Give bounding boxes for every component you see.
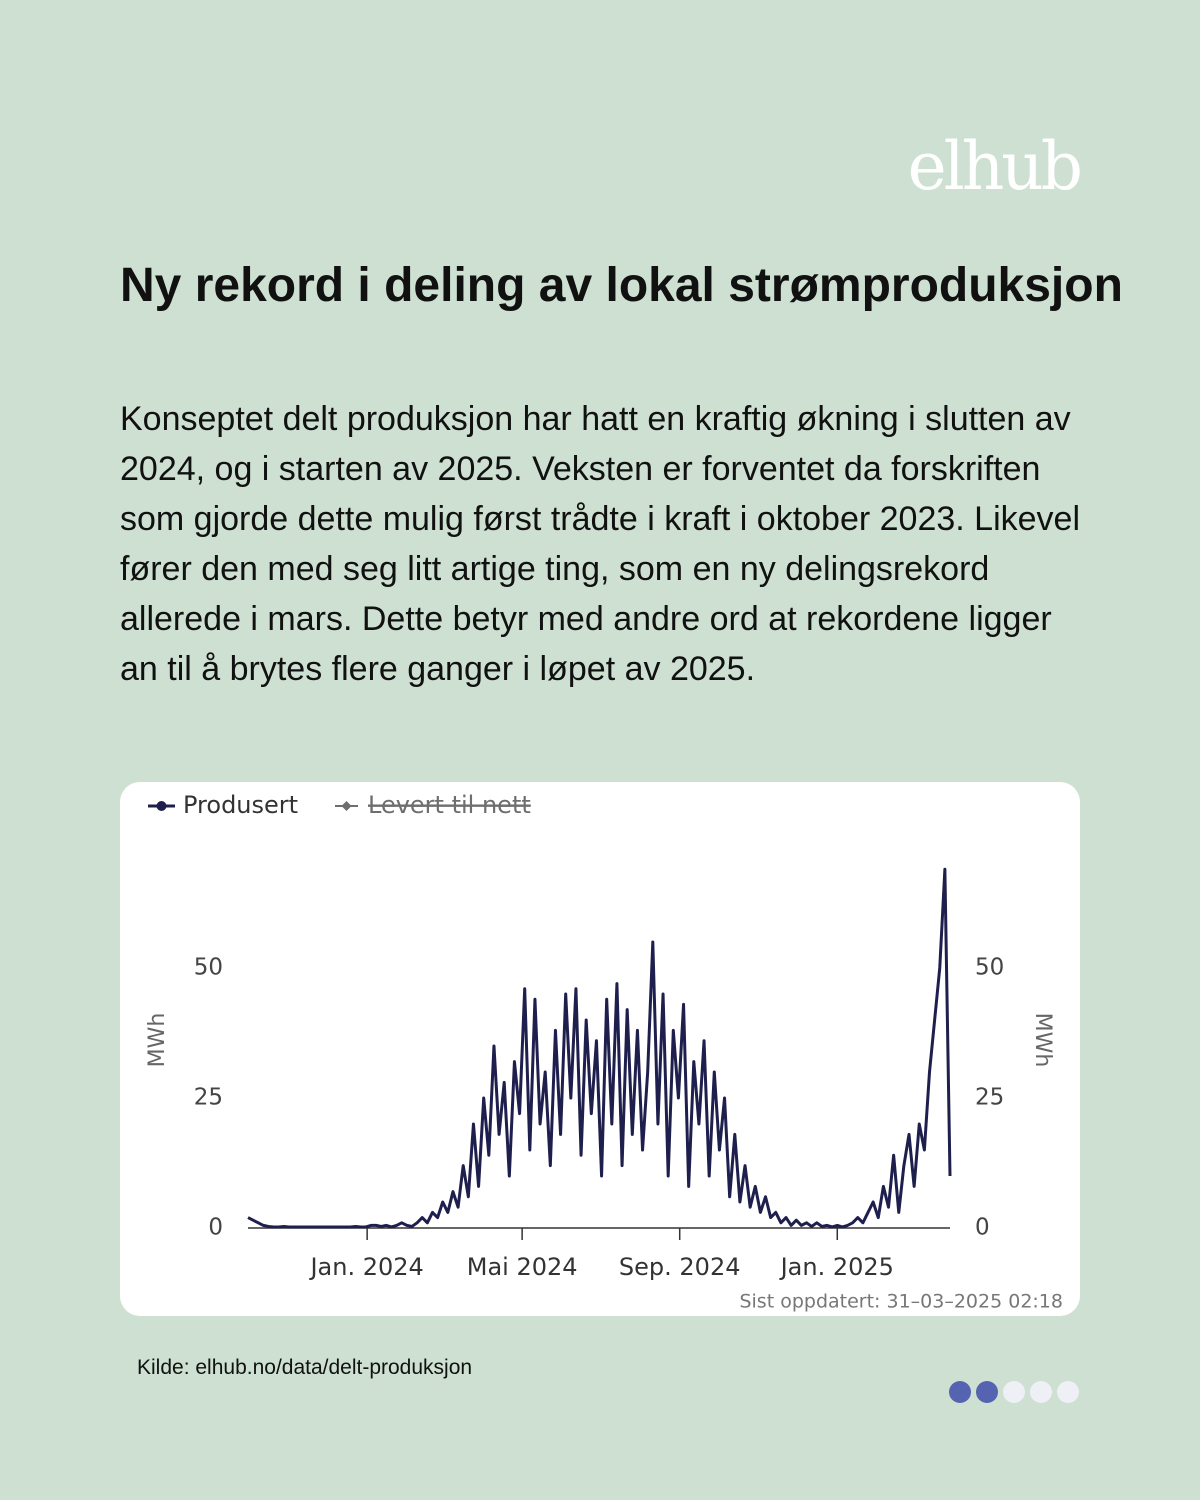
- y-axis-label: MWh: [145, 1013, 170, 1068]
- page-dot: [1057, 1381, 1079, 1403]
- y2-axis-label: MWh: [1030, 1013, 1055, 1068]
- y-tick-label: 25: [194, 1085, 223, 1111]
- updated-note: Sist oppdatert: 31–03–2025 02:18: [739, 1291, 1063, 1313]
- y-tick-label: 0: [208, 1215, 223, 1241]
- page-dot: [976, 1381, 998, 1403]
- y2-tick-label: 50: [975, 955, 1004, 981]
- pagination: [949, 1381, 1079, 1403]
- legend-marker: [156, 801, 167, 811]
- legend-label: Produsert: [183, 791, 298, 819]
- y-tick-label: 50: [194, 955, 223, 981]
- x-tick-label: Sep. 2024: [619, 1253, 741, 1281]
- data-line: [247, 867, 952, 1229]
- y2-tick-label: 25: [975, 1085, 1004, 1111]
- page-dot: [1030, 1381, 1052, 1403]
- page-dot: [949, 1381, 971, 1403]
- legend-marker-hidden: [341, 801, 352, 811]
- source: Kilde: elhub.no/data/delt-produksjon: [137, 1356, 473, 1379]
- x-tick-label: Jan. 2025: [779, 1253, 894, 1281]
- x-tick-label: Mai 2024: [467, 1253, 578, 1281]
- logo: elhub: [907, 128, 1083, 205]
- x-tick-label: Jan. 2024: [308, 1253, 423, 1281]
- title: Ny rekord i deling av lokal strømproduks…: [120, 259, 1123, 312]
- y2-tick-label: 0: [975, 1215, 990, 1241]
- legend-label-hidden: Levert til nett: [368, 791, 531, 819]
- chart: MWh MWh Sist oppdatert: 31–03–2025 02:18…: [145, 791, 1063, 1313]
- chart-card: MWh MWh Sist oppdatert: 31–03–2025 02:18…: [120, 782, 1080, 1316]
- body-text: Konseptet delt produksjon har hatt en kr…: [120, 400, 1081, 688]
- page-dot: [1003, 1381, 1025, 1403]
